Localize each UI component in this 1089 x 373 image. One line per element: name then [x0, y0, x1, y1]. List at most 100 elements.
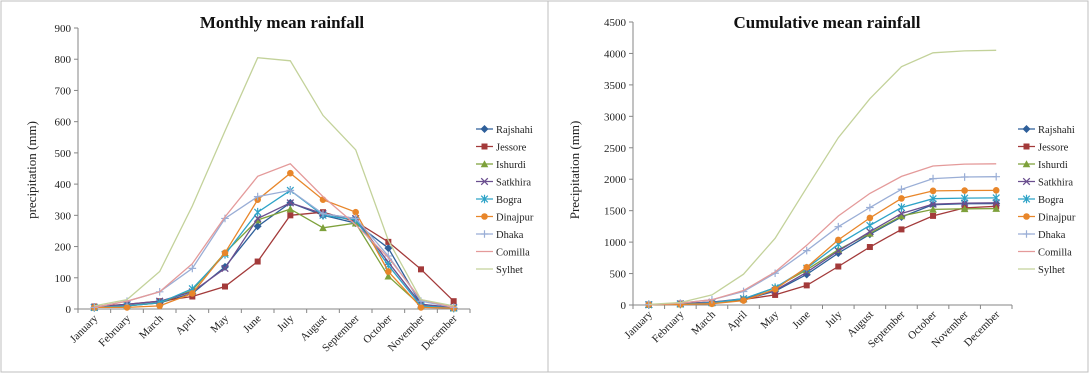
series-line-dinajpur — [94, 172, 454, 309]
legend-label: Comilla — [496, 248, 530, 259]
data-point — [221, 264, 229, 273]
data-point — [835, 263, 842, 270]
series-line-dinajpur — [648, 189, 997, 306]
legend-item-dinajpur: Dinajpur — [1018, 213, 1076, 224]
data-point — [897, 209, 906, 218]
legend-item-ishurdi: Ishurdi — [476, 160, 526, 171]
data-point — [834, 222, 843, 231]
data-point — [960, 173, 969, 181]
data-point — [866, 227, 874, 236]
series-line-bogra — [94, 189, 454, 309]
legend-label: Ishurdi — [496, 160, 526, 171]
data-point — [929, 174, 937, 183]
data-point — [384, 244, 393, 253]
series-line-comilla — [94, 163, 454, 309]
data-point — [319, 209, 327, 218]
legend-item-dhaka: Dhaka — [1018, 230, 1066, 241]
y-axis-label: Precipitation (mm) — [567, 121, 582, 220]
legend-label: Rajshahi — [1038, 125, 1075, 136]
y-tick-label: 400 — [55, 179, 72, 191]
legend-marker — [1023, 213, 1030, 220]
data-point — [123, 304, 131, 311]
legend-marker — [480, 125, 489, 133]
legend-label: Ishurdi — [1038, 160, 1068, 171]
data-point — [384, 272, 393, 280]
data-point — [253, 214, 262, 223]
legend-item-rajshahi: Rajshahi — [1018, 125, 1075, 136]
legend-label: Satkhira — [496, 178, 531, 189]
data-point — [708, 300, 716, 308]
series-line-sylhet — [94, 57, 454, 307]
y-tick-label: 600 — [55, 117, 72, 129]
series-line-comilla — [648, 163, 997, 306]
data-point — [898, 226, 905, 233]
data-point — [834, 245, 843, 253]
data-point — [961, 187, 968, 194]
data-point — [417, 304, 425, 311]
data-point — [992, 187, 1000, 194]
legend-marker — [481, 213, 488, 220]
data-point — [929, 187, 937, 195]
data-point — [898, 195, 905, 202]
legend-label: Dinajpur — [1038, 213, 1076, 224]
y-tick-label: 0 — [66, 304, 72, 316]
y-tick-label: 2500 — [604, 143, 627, 155]
y-tick-label: 2000 — [604, 174, 627, 186]
data-point — [929, 205, 937, 213]
legend-marker — [1023, 143, 1030, 150]
data-point — [254, 258, 261, 265]
legend-marker — [1022, 194, 1031, 204]
legend-marker — [480, 194, 489, 204]
legend: Rajshahi Jessore Ishurdi Satkhira Bogra Dinaj… — [476, 125, 534, 276]
legend-item-dhaka: Dhaka — [476, 230, 524, 241]
legend-label: Dhaka — [496, 230, 524, 241]
y-tick-label: 700 — [55, 85, 72, 97]
legend-item-bogra: Bogra — [476, 194, 522, 206]
legend-marker — [1022, 230, 1031, 238]
y-tick-label: 200 — [55, 242, 72, 254]
data-point — [287, 169, 294, 177]
data-point — [189, 290, 196, 297]
data-point — [253, 207, 262, 217]
legend-label: Bogra — [496, 195, 522, 206]
data-point — [772, 291, 779, 298]
y-tick-label: 500 — [610, 269, 627, 281]
legend-item-sylhet: Sylhet — [476, 265, 523, 276]
data-point — [450, 298, 457, 305]
legend-marker — [480, 160, 489, 168]
data-point — [834, 236, 842, 244]
legend-item-jessore: Jessore — [1018, 143, 1069, 154]
data-point — [222, 283, 228, 290]
legend-label: Satkhira — [1038, 178, 1073, 189]
chart-title: Monthly mean rainfall — [200, 13, 365, 32]
legend-item-dinajpur: Dinajpur — [476, 213, 534, 224]
data-point — [771, 285, 779, 293]
legend-label: Sylhet — [1038, 265, 1065, 276]
data-point — [834, 247, 843, 255]
data-point — [418, 266, 424, 273]
data-point — [897, 203, 906, 212]
series-line-satkhira — [94, 202, 454, 309]
data-point — [286, 186, 295, 195]
data-point — [156, 302, 163, 310]
legend-label: Bogra — [1038, 195, 1064, 206]
y-tick-label: 100 — [55, 273, 72, 285]
legend-label: Dinajpur — [496, 213, 534, 224]
y-tick-label: 3500 — [604, 80, 627, 92]
data-point — [866, 214, 874, 222]
data-point — [740, 297, 747, 304]
legend-label: Sylhet — [496, 265, 523, 276]
legend-marker — [1022, 160, 1031, 168]
data-point — [286, 199, 295, 207]
data-point — [992, 172, 1001, 181]
data-point — [992, 193, 1000, 203]
y-tick-label: 0 — [621, 300, 627, 312]
legend-item-sylhet: Sylhet — [1018, 265, 1065, 276]
data-point — [960, 204, 969, 213]
legend-item-rajshahi: Rajshahi — [476, 125, 533, 136]
data-point — [866, 244, 873, 251]
data-point — [929, 200, 937, 208]
data-point — [960, 193, 969, 203]
legend-item-satkhira: Satkhira — [476, 178, 531, 189]
